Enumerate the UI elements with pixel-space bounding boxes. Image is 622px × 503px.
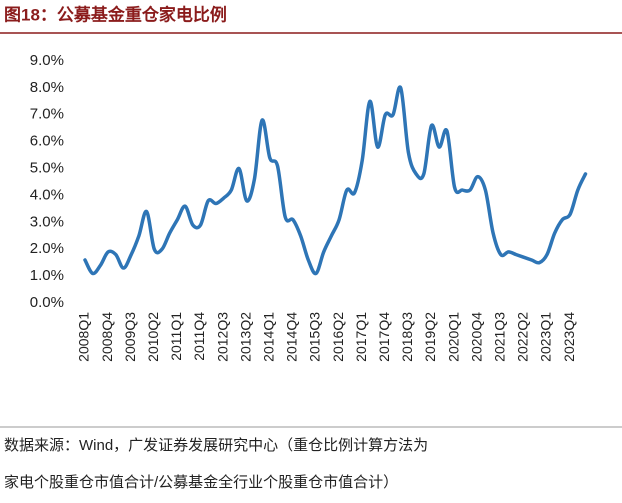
x-tick-label: 2017Q1 [353, 312, 369, 362]
x-tick-label: 2009Q3 [122, 312, 138, 362]
y-tick-label: 5.0% [30, 160, 64, 177]
x-tick-label: 2021Q3 [492, 312, 508, 362]
x-tick-label: 2016Q2 [330, 312, 346, 362]
y-tick-label: 3.0% [30, 213, 64, 230]
x-tick-label: 2020Q1 [445, 312, 461, 362]
x-tick-label: 2011Q4 [191, 312, 207, 361]
x-tick-label: 2010Q2 [145, 312, 161, 362]
x-tick-label: 2022Q2 [515, 312, 531, 362]
x-tick-label: 2014Q4 [284, 312, 300, 362]
chart-title: 图18：公募基金重仓家电比例 [4, 4, 227, 24]
x-tick-label: 2018Q3 [399, 312, 415, 362]
y-tick-label: 1.0% [30, 267, 64, 284]
x-tick-label: 2012Q3 [214, 312, 230, 362]
x-tick-label: 2020Q4 [468, 312, 484, 362]
x-tick-label: 2019Q2 [422, 312, 438, 362]
x-tick-label: 2015Q3 [307, 312, 323, 362]
y-tick-label: 4.0% [30, 186, 64, 203]
y-tick-label: 0.0% [30, 294, 64, 311]
x-tick-label: 2008Q1 [76, 312, 92, 362]
x-tick-label: 2013Q2 [237, 312, 253, 362]
x-tick-label: 2014Q1 [261, 312, 277, 362]
x-tick-label: 2017Q4 [376, 312, 392, 362]
y-tick-label: 2.0% [30, 240, 64, 257]
y-tick-label: 6.0% [30, 133, 64, 150]
x-tick-label: 2023Q4 [561, 312, 577, 362]
data-line [83, 85, 588, 276]
source-note: 家电个股重仓市值合计/公募基金全行业个股重仓市值合计） [4, 473, 398, 491]
y-tick-label: 9.0% [30, 52, 64, 69]
y-tick-label: 7.0% [30, 106, 64, 123]
x-tick-label: 2008Q4 [99, 312, 115, 362]
y-tick-label: 8.0% [30, 79, 64, 96]
x-tick-label: 2011Q1 [168, 312, 184, 361]
x-tick-label: 2023Q1 [538, 312, 554, 362]
source-note: 数据来源：Wind，广发证券发展研究中心（重仓比例计算方法为 [4, 436, 428, 454]
